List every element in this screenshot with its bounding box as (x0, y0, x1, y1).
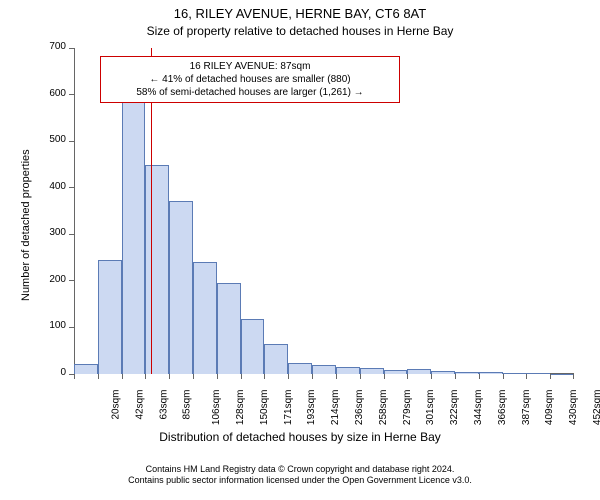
y-tick-label: 600 (38, 88, 66, 99)
y-tick-label: 400 (38, 181, 66, 192)
x-tick-label: 214sqm (330, 390, 341, 426)
histogram-bar (336, 367, 360, 374)
histogram-bar (312, 365, 336, 374)
x-tick (526, 374, 527, 379)
y-tick (69, 234, 74, 235)
histogram-bar (384, 370, 408, 374)
y-tick (69, 187, 74, 188)
x-tick (479, 374, 480, 379)
x-tick (193, 374, 194, 379)
y-tick (69, 141, 74, 142)
x-axis-caption: Distribution of detached houses by size … (0, 430, 600, 444)
chart-title: 16, RILEY AVENUE, HERNE BAY, CT6 8AT (0, 6, 600, 21)
x-tick (550, 374, 551, 379)
annotation-line: ← 41% of detached houses are smaller (88… (107, 73, 393, 86)
x-tick (122, 374, 123, 379)
x-tick (145, 374, 146, 379)
histogram-bar (288, 363, 312, 374)
histogram-bar (169, 201, 193, 374)
footer-line-1: Contains HM Land Registry data © Crown c… (0, 464, 600, 475)
histogram-bar (145, 165, 169, 374)
x-tick-label: 236sqm (354, 390, 365, 426)
x-tick (288, 374, 289, 379)
x-tick (455, 374, 456, 379)
y-axis-label: Number of detached properties (20, 149, 32, 301)
histogram-bar (74, 364, 98, 374)
x-tick (312, 374, 313, 379)
x-tick (573, 374, 574, 379)
x-tick-label: 322sqm (449, 390, 460, 426)
axis-line (74, 48, 75, 374)
annotation-line: 16 RILEY AVENUE: 87sqm (107, 60, 393, 73)
y-tick (69, 48, 74, 49)
histogram-bar (193, 262, 217, 374)
x-tick-label: 128sqm (235, 390, 246, 426)
y-tick-label: 200 (38, 274, 66, 285)
x-tick (384, 374, 385, 379)
y-tick-label: 0 (38, 367, 66, 378)
x-tick (241, 374, 242, 379)
x-tick-label: 171sqm (283, 390, 294, 426)
x-tick (360, 374, 361, 379)
x-tick-label: 366sqm (497, 390, 508, 426)
y-tick-label: 700 (38, 41, 66, 52)
x-tick-label: 63sqm (158, 390, 169, 420)
histogram-bar (98, 260, 122, 374)
x-tick (217, 374, 218, 379)
chart-subtitle: Size of property relative to detached ho… (0, 24, 600, 38)
x-tick (74, 374, 75, 379)
histogram-bar (122, 96, 146, 374)
x-tick-label: 258sqm (378, 390, 389, 426)
histogram-bar (455, 372, 479, 374)
x-tick (264, 374, 265, 379)
x-tick (169, 374, 170, 379)
histogram-bar (360, 368, 384, 374)
x-tick-label: 409sqm (545, 390, 556, 426)
histogram-bar (241, 319, 265, 374)
x-tick-label: 279sqm (402, 390, 413, 426)
y-tick-label: 300 (38, 227, 66, 238)
x-tick (98, 374, 99, 379)
y-tick-label: 100 (38, 320, 66, 331)
x-tick-label: 42sqm (134, 390, 145, 420)
x-tick (407, 374, 408, 379)
y-tick (69, 94, 74, 95)
x-tick-label: 20sqm (110, 390, 121, 420)
footer-attribution: Contains HM Land Registry data © Crown c… (0, 464, 600, 486)
x-tick-label: 85sqm (182, 390, 193, 420)
x-tick-label: 452sqm (592, 390, 600, 426)
histogram-bar (526, 373, 550, 374)
x-tick (336, 374, 337, 379)
histogram-bar (407, 369, 431, 374)
x-tick-label: 193sqm (306, 390, 317, 426)
histogram-bar (503, 373, 527, 374)
x-tick (431, 374, 432, 379)
footer-line-2: Contains public sector information licen… (0, 475, 600, 486)
x-tick (503, 374, 504, 379)
annotation-box: 16 RILEY AVENUE: 87sqm← 41% of detached … (100, 56, 400, 103)
histogram-bar (550, 374, 574, 375)
x-tick-label: 387sqm (521, 390, 532, 426)
chart-container: 16, RILEY AVENUE, HERNE BAY, CT6 8AT Siz… (0, 0, 600, 500)
annotation-line: 58% of semi-detached houses are larger (… (107, 86, 393, 99)
histogram-bar (264, 344, 288, 374)
y-tick-label: 500 (38, 134, 66, 145)
x-tick-label: 301sqm (426, 390, 437, 426)
x-tick-label: 106sqm (211, 390, 222, 426)
histogram-bar (217, 283, 241, 374)
y-tick (69, 280, 74, 281)
x-tick-label: 150sqm (259, 390, 270, 426)
x-tick-label: 430sqm (568, 390, 579, 426)
x-tick-label: 344sqm (473, 390, 484, 426)
y-tick (69, 327, 74, 328)
histogram-bar (431, 371, 455, 374)
histogram-bar (479, 372, 503, 374)
